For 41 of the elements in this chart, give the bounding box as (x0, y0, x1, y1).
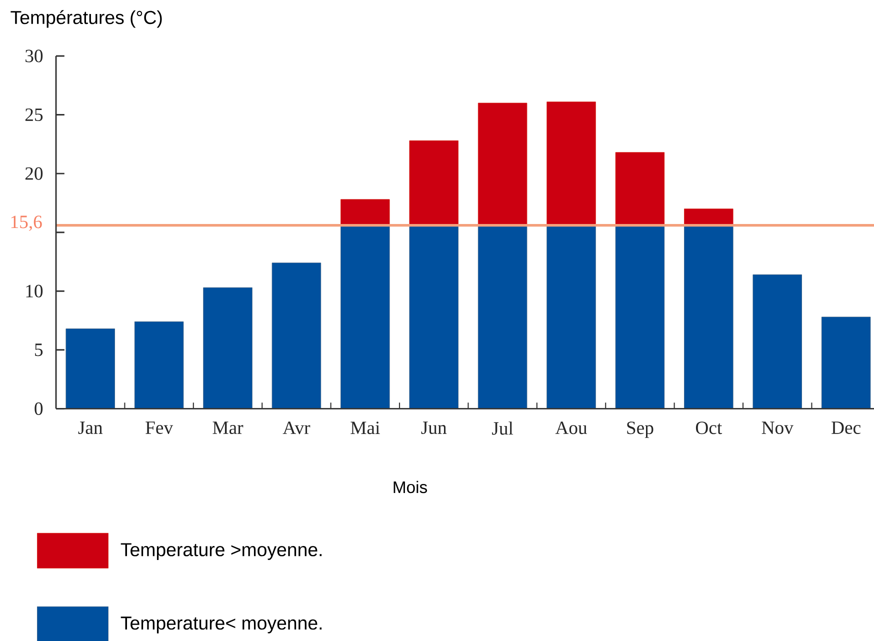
bar (684, 208, 734, 226)
x-tick-label: Jul (492, 422, 514, 435)
y-tick-label: 0 (34, 402, 43, 415)
bar (203, 287, 252, 409)
x-tick-label: Avr (282, 422, 310, 434)
x-axis-title: Mois (394, 480, 427, 494)
bar (134, 321, 184, 409)
bar (272, 262, 322, 409)
bar (66, 328, 115, 409)
ref-line-label: 15,6 (11, 216, 42, 231)
x-tick-label: Mar (212, 422, 244, 434)
bar (615, 152, 665, 226)
bar (684, 225, 734, 409)
bar (546, 102, 596, 226)
bar (821, 316, 871, 409)
bar (546, 225, 596, 409)
x-tick-label: Jan (78, 422, 103, 434)
y-tick-label: 25 (25, 108, 43, 122)
bar (340, 225, 390, 409)
x-tick-label: Aou (555, 422, 588, 434)
bar (409, 140, 458, 226)
x-tick-label: Sep (627, 422, 654, 438)
x-tick-label: Oct (696, 422, 722, 434)
x-tick-label: Dec (832, 422, 861, 434)
legend-label: Temperature< moyenne. (120, 616, 322, 634)
x-tick-label: Fev (146, 422, 174, 434)
x-tick-label: Mai (350, 422, 380, 434)
y-tick-label: 20 (25, 167, 43, 180)
y-tick-label: 30 (26, 50, 43, 62)
x-tick-label: Jun (421, 422, 447, 434)
y-tick-label: 5 (35, 344, 43, 356)
x-tick-label: Nov (762, 422, 794, 434)
legend-label: Temperature >moyenne. (120, 543, 322, 560)
y-axis-title: Températures (°C) (10, 10, 162, 28)
bar (615, 225, 665, 409)
bar (752, 274, 802, 409)
bar (478, 102, 528, 226)
bar (409, 225, 458, 409)
y-tick-label: 10 (26, 284, 43, 298)
bar (478, 225, 528, 409)
bar (340, 199, 390, 226)
